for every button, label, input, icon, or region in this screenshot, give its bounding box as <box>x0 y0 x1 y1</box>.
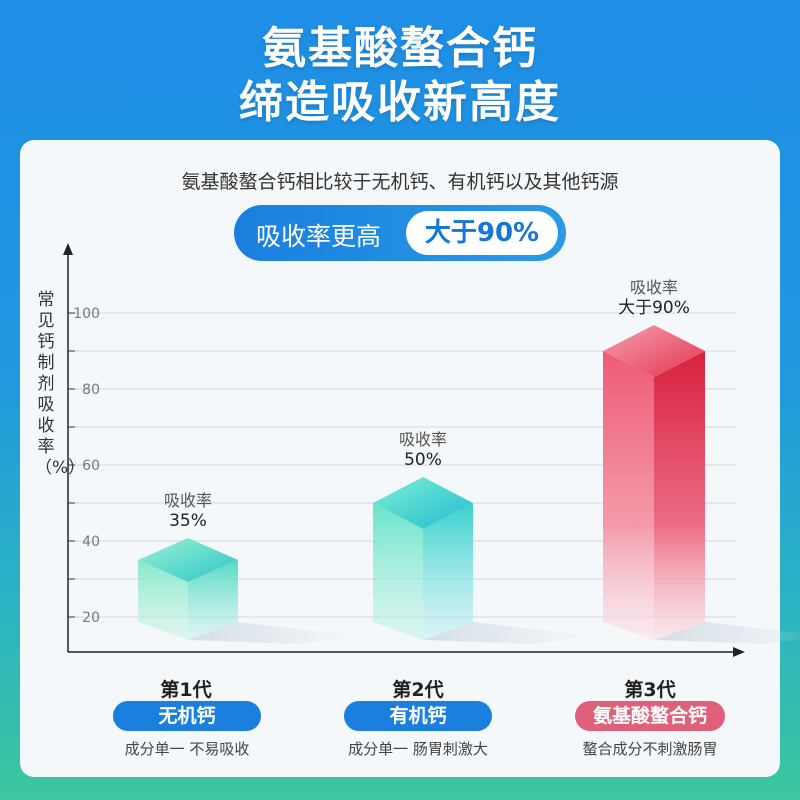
badge-chelated: 氨基酸螯合钙 <box>575 701 725 731</box>
gen-label-1: 第1代 <box>160 679 212 701</box>
y-axis-label: 常见钙制剂吸收率（%） <box>35 290 85 478</box>
y-tick-label: 40 <box>82 534 100 550</box>
y-tick-label: 60 <box>82 458 100 474</box>
bar-shadow <box>188 622 358 644</box>
bar-face-right <box>654 351 705 640</box>
desc-2: 成分单一 肠胃刺激大 <box>348 740 488 758</box>
bar-annotation-value: 大于90% <box>618 298 690 318</box>
pill-label: 吸收率更高 <box>256 222 382 251</box>
badge-inorganic: 无机钙 <box>113 701 261 731</box>
bar-annotation-label: 吸收率 <box>399 430 447 449</box>
y-tick-label: 20 <box>82 610 100 626</box>
headline-line-2: 缔造吸收新高度 <box>239 77 561 128</box>
bar-annotation-value: 35% <box>169 511 207 531</box>
bar-face-top <box>373 477 473 529</box>
bar-face-left <box>603 351 654 640</box>
headline-line-1: 氨基酸螯合钙 <box>262 23 538 74</box>
comparison-subtitle: 氨基酸螯合钙相比较于无机钙、有机钙以及其他钙源 <box>181 171 619 193</box>
bar-shadow <box>654 622 800 644</box>
bar-annotation-label: 吸收率 <box>164 491 212 510</box>
pill-value-box: 大于90% <box>406 211 558 255</box>
y-axis-arrow <box>63 243 73 255</box>
bars <box>138 325 800 644</box>
bar-face-right <box>188 560 238 640</box>
bar-face-right <box>423 503 473 640</box>
desc-3: 螯合成分不刺激肠胃 <box>582 740 718 758</box>
absorption-pill: 吸收率更高 大于90% <box>234 205 566 261</box>
y-tick-label: 80 <box>82 382 100 398</box>
x-axis-arrow <box>733 647 745 657</box>
bar-face-top <box>138 538 238 582</box>
bar-annotation-label: 吸收率 <box>630 278 678 297</box>
gen-label-3: 第3代 <box>624 679 676 701</box>
bar-face-left <box>138 560 188 640</box>
pill-value: 大于90% <box>424 218 540 248</box>
desc-1: 成分单一 不易吸收 <box>124 740 250 758</box>
badge-organic: 有机钙 <box>344 701 492 731</box>
bar-annotation-value: 50% <box>404 450 442 470</box>
gen-label-2: 第2代 <box>392 679 444 701</box>
bar-face-top <box>603 325 705 377</box>
bar-shadow <box>423 622 593 644</box>
y-tick-label: 100 <box>73 306 100 322</box>
y-tick-labels: 20 40 60 80 100 <box>73 306 100 626</box>
bar-face-left <box>373 503 423 640</box>
